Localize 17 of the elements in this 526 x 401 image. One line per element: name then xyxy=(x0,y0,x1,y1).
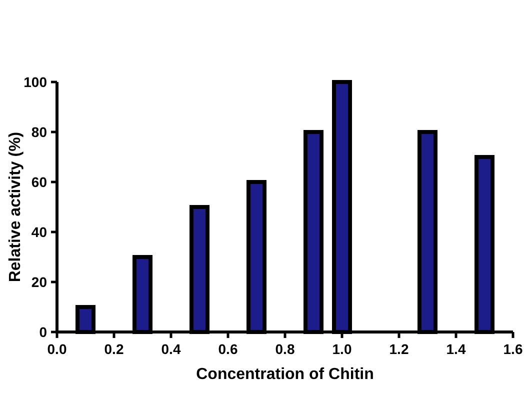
x-tick-label: 1.0 xyxy=(332,341,352,357)
y-tick-label: 20 xyxy=(31,274,48,290)
x-tick-label: 0.4 xyxy=(161,341,181,357)
y-tick-label: 60 xyxy=(31,174,48,190)
x-tick-label: 0.6 xyxy=(218,341,238,357)
x-tick-label: 0.8 xyxy=(275,341,295,357)
x-tick-label: 0.0 xyxy=(47,341,67,357)
x-tick-label: 1.6 xyxy=(503,341,523,357)
x-axis-title: Concentration of Chitin xyxy=(196,366,374,383)
y-tick-label: 100 xyxy=(24,74,48,90)
x-tick-label: 0.2 xyxy=(104,341,124,357)
y-axis-title: Relative activity (%) xyxy=(7,132,24,282)
y-tick-label: 40 xyxy=(31,224,48,240)
x-tick-label: 1.4 xyxy=(446,341,466,357)
x-tick-label: 1.2 xyxy=(389,341,409,357)
y-tick-label: 0 xyxy=(39,324,48,340)
y-tick-label: 80 xyxy=(31,124,48,140)
